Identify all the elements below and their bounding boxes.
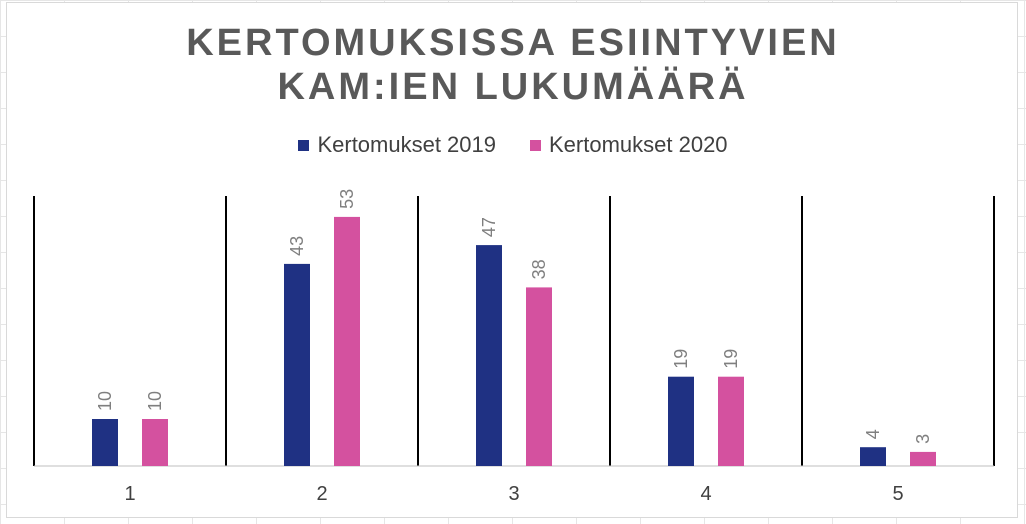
x-tick-label-1: 1 (124, 483, 135, 505)
legend-label-2020: Kertomukset 2020 (549, 132, 728, 157)
bar-2020-cat-3[interactable] (526, 287, 552, 466)
bar-2019-cat-3[interactable] (476, 245, 502, 466)
data-label-2020-cat-4: 19 (721, 349, 741, 369)
data-label-2019-cat-1: 10 (95, 391, 115, 411)
data-label-2019-cat-5: 4 (863, 429, 883, 439)
x-tick-label-2: 2 (316, 483, 327, 505)
data-label-2020-cat-5: 3 (913, 434, 933, 444)
legend-item-2019[interactable]: Kertomukset 2019 (298, 132, 496, 158)
chart-title-line-1: KERTOMUKSISSA ESIINTYVIEN (186, 22, 840, 64)
bar-2019-cat-2[interactable] (284, 263, 310, 466)
data-label-2020-cat-2: 53 (337, 189, 357, 209)
bar-2020-cat-4[interactable] (718, 376, 744, 466)
data-label-2020-cat-3: 38 (529, 259, 549, 279)
data-label-2020-cat-1: 10 (145, 391, 165, 411)
legend-swatch-2020 (530, 139, 541, 151)
legend-swatch-2019 (298, 139, 310, 151)
chart-area[interactable] (6, 2, 1018, 518)
chart-title-line-2: KAM:IEN LUKUMÄÄRÄ (277, 66, 749, 108)
legend: Kertomukset 2019 Kertomukset 2020 (0, 132, 1026, 158)
bar-2019-cat-5[interactable] (860, 447, 886, 466)
legend-label-2019: Kertomukset 2019 (317, 132, 496, 157)
legend-item-2020[interactable]: Kertomukset 2020 (530, 132, 728, 158)
bar-2019-cat-1[interactable] (92, 419, 118, 466)
x-tick-label-3: 3 (508, 483, 519, 505)
bar-2019-cat-4[interactable] (668, 376, 694, 466)
data-label-2019-cat-4: 19 (671, 349, 691, 369)
data-label-2019-cat-2: 43 (287, 236, 307, 256)
bar-2020-cat-2[interactable] (334, 216, 360, 466)
bar-2020-cat-1[interactable] (142, 419, 168, 466)
x-tick-label-4: 4 (700, 483, 711, 505)
bar-2020-cat-5[interactable] (910, 451, 936, 466)
data-label-2019-cat-3: 47 (479, 217, 499, 237)
x-tick-label-5: 5 (892, 483, 903, 505)
